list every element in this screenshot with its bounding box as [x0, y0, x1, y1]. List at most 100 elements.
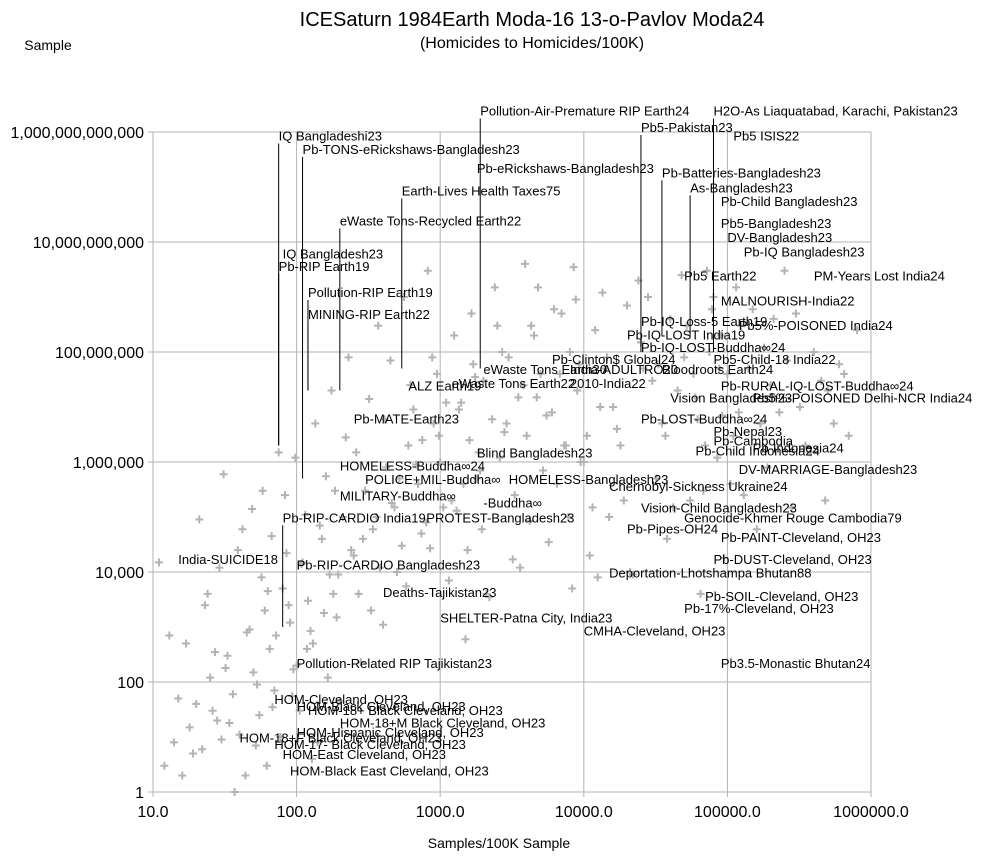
annotation-label: HOM-Hispanic Cleveland, OH23: [297, 725, 484, 740]
data-point: [422, 518, 431, 527]
data-point: [609, 403, 618, 411]
data-point: [648, 376, 657, 385]
data-point: [669, 503, 678, 512]
data-point: [756, 419, 765, 428]
data-point: [260, 606, 269, 615]
data-point: [652, 474, 661, 483]
data-point: [206, 673, 215, 682]
data-point: [748, 305, 757, 314]
data-point: [392, 568, 401, 576]
data-point: [434, 431, 443, 440]
annotation-label: Pb-Clinton$ Global24: [552, 352, 676, 367]
data-point: [588, 503, 597, 512]
data-point: [519, 381, 528, 390]
data-point: [726, 479, 735, 488]
data-point: [801, 441, 810, 450]
data-point: [602, 353, 611, 362]
annotation-label: Pb-Indonesia24: [753, 440, 844, 455]
x-axis-label: Samples/100K Sample: [428, 835, 571, 851]
data-point: [605, 513, 614, 521]
data-point: [169, 738, 178, 747]
data-point: [332, 613, 341, 622]
data-point: [571, 295, 580, 304]
chart-title: ICESaturn 1984Earth Moda-16 13-o-Pavlov …: [300, 9, 765, 31]
data-point: [289, 665, 298, 674]
data-point: [215, 563, 224, 572]
data-point: [382, 463, 391, 472]
data-point: [344, 353, 353, 362]
data-point: [573, 386, 582, 395]
data-point: [564, 513, 573, 521]
y-tick-label: 1,000,000,000,000: [11, 125, 145, 142]
data-point: [298, 558, 307, 567]
annotation-label: Pollution-Air-Premature RIP Earth24: [480, 103, 689, 118]
annotation-label: Vision Bangladesh23: [670, 391, 792, 406]
data-point: [504, 353, 513, 362]
annotation-label: Pollution-RIP Earth19: [308, 285, 433, 300]
data-point: [472, 474, 481, 483]
data-point: [262, 761, 271, 770]
data-point: [317, 534, 326, 543]
data-point: [560, 441, 569, 450]
data-point: [500, 428, 509, 437]
data-point: [307, 754, 316, 763]
data-point: [311, 419, 320, 428]
data-point: [521, 259, 530, 268]
data-point: [691, 393, 700, 402]
data-point: [823, 386, 832, 395]
data-point: [508, 555, 517, 564]
data-point: [479, 376, 488, 385]
data-point: [737, 321, 746, 330]
data-point: [223, 651, 232, 660]
data-point: [257, 573, 266, 582]
data-point: [221, 663, 230, 672]
annotation-label: Pb-RIP-CARDIO Bangladesh23: [297, 558, 481, 573]
x-tick-label: 1000.0: [416, 804, 465, 821]
annotation-label: Deaths-Tajikistan23: [383, 585, 496, 600]
data-point: [840, 369, 849, 378]
data-point: [598, 288, 607, 297]
data-point: [568, 584, 577, 593]
data-point: [549, 305, 558, 314]
data-point: [268, 703, 277, 712]
data-point: [198, 745, 207, 754]
data-point: [210, 648, 219, 657]
data-point: [766, 381, 775, 390]
annotation-label: Pb-MATE-Earth23: [354, 412, 459, 427]
annotation-label: Pb5%-POISONED India24: [739, 318, 893, 333]
data-point: [734, 408, 743, 417]
data-point: [217, 735, 226, 744]
data-point: [447, 496, 456, 505]
data-point: [330, 486, 339, 495]
annotation-label: India-ADULTRO20: [570, 362, 678, 377]
data-point: [228, 690, 237, 699]
annotation-label: eWaste Tons Earth30: [483, 362, 607, 377]
data-point: [525, 516, 534, 525]
data-point: [530, 331, 539, 340]
data-point: [782, 356, 791, 365]
data-point: [593, 573, 602, 582]
data-point: [469, 360, 478, 369]
data-point: [716, 331, 725, 340]
annotation-label: eWaste Tons-Recycled Earth22: [340, 213, 521, 228]
data-point: [255, 711, 264, 720]
data-point: [288, 692, 297, 701]
data-point: [235, 730, 244, 739]
data-point: [461, 635, 470, 644]
data-point: [817, 376, 826, 385]
data-point: [474, 448, 483, 457]
data-point: [471, 373, 480, 382]
annotation-label: Pb-Cambodia: [713, 433, 793, 448]
annotation-label: HOM-Cleveland, OH23: [274, 692, 408, 707]
data-point: [454, 405, 463, 414]
data-point: [527, 321, 536, 330]
data-point: [297, 559, 306, 568]
annotation-label: PM-Years Lost India24: [814, 268, 945, 283]
data-point: [291, 453, 300, 462]
data-point: [663, 534, 672, 543]
data-point: [347, 546, 356, 555]
data-point: [429, 419, 438, 428]
annotation-label: Pollution-Related RIP Tajikistan23: [297, 656, 492, 671]
y-tick-label: 10,000: [95, 565, 144, 582]
data-point: [406, 381, 415, 390]
